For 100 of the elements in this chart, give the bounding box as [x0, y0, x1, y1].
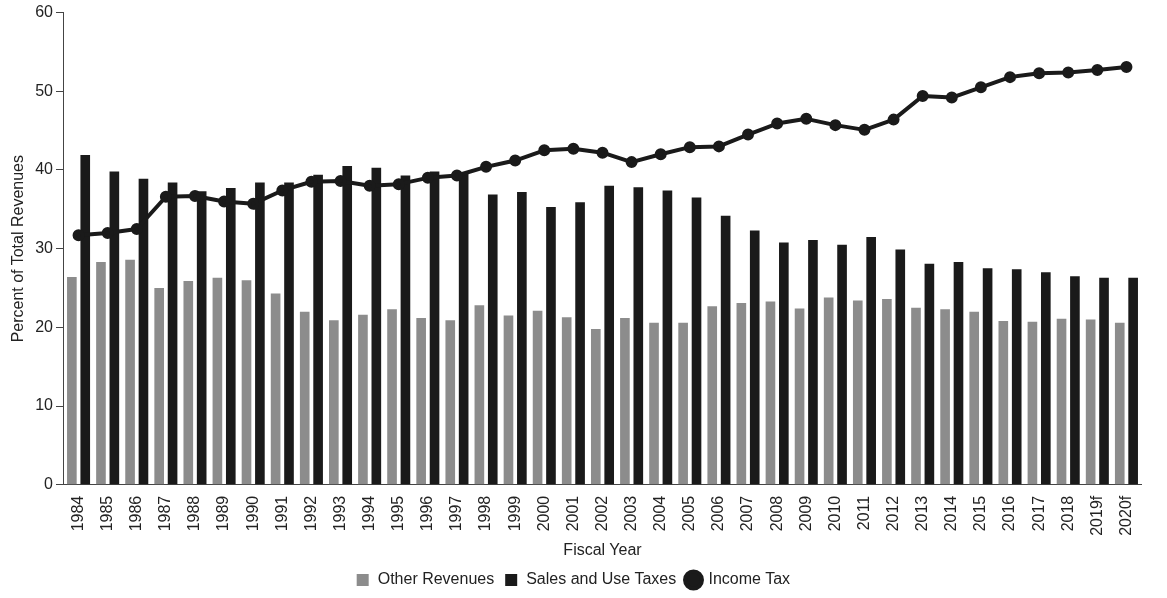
x-tick-label: 2009: [796, 495, 814, 532]
point: [567, 142, 580, 155]
x-tick-label: 2014: [942, 495, 960, 532]
y-tick-label: 50: [35, 81, 54, 99]
bar: [546, 206, 556, 485]
x-tick-label: 1990: [243, 495, 261, 532]
bar: [445, 320, 456, 485]
bar: [387, 309, 397, 485]
x-tick-label: 1998: [476, 495, 494, 532]
bar: [969, 311, 980, 485]
x-tick-label: 2001: [563, 495, 581, 532]
bar: [154, 288, 164, 485]
point: [712, 140, 725, 153]
point: [1004, 71, 1017, 84]
x-tick-label: 2008: [767, 495, 785, 532]
x-tick-label: 2017: [1029, 495, 1047, 532]
bar: [517, 192, 527, 485]
x-tick-label: 2011: [854, 495, 872, 531]
x-tick-label: 1997: [447, 495, 465, 532]
y-tick-label: 20: [35, 317, 54, 335]
bar: [1128, 277, 1138, 485]
x-tick-label: 1984: [68, 495, 86, 532]
legend-label: Sales and Use Taxes: [526, 570, 677, 588]
point: [683, 141, 696, 154]
x-tick-label: 1999: [505, 495, 523, 532]
x-tick-label: 2007: [738, 495, 756, 532]
bar: [561, 317, 572, 485]
point: [1033, 67, 1046, 80]
bar: [765, 301, 776, 485]
bar: [590, 328, 601, 485]
bar: [532, 310, 543, 485]
bar: [1085, 319, 1096, 485]
bar: [882, 299, 892, 485]
bar: [270, 293, 281, 485]
x-tick-label: 1989: [214, 495, 232, 532]
point: [974, 81, 987, 94]
y-tick-label: 10: [35, 396, 54, 414]
y-tick-label: 40: [35, 160, 54, 178]
bar: [982, 268, 993, 485]
point: [509, 154, 522, 167]
x-axis-title: Fiscal Year: [563, 540, 643, 558]
x-tick-label: 2019f: [1087, 495, 1105, 536]
bar: [736, 302, 747, 485]
bar: [1056, 318, 1067, 485]
point: [1091, 64, 1104, 77]
point: [829, 119, 842, 132]
bar: [1114, 322, 1125, 485]
bar: [633, 187, 644, 485]
bar: [808, 240, 818, 485]
x-tick-label: 1991: [272, 495, 290, 532]
bar: [866, 236, 876, 485]
x-tick-label: 2015: [971, 495, 989, 532]
x-tick-label: 1988: [185, 495, 203, 532]
bar: [67, 277, 77, 485]
point: [1062, 66, 1075, 79]
bar: [241, 280, 252, 485]
bar: [329, 320, 339, 485]
point: [771, 117, 784, 130]
x-tick-label: 1985: [98, 495, 116, 532]
bar: [924, 263, 935, 485]
y-tick-label: 60: [35, 3, 54, 21]
x-tick-label: 2005: [680, 495, 698, 532]
x-tick-label: 2010: [825, 495, 843, 532]
x-tick-label: 2006: [709, 495, 727, 532]
bar: [212, 277, 223, 485]
x-tick-label: 2016: [1000, 495, 1018, 532]
point: [625, 156, 638, 169]
bar: [604, 185, 615, 485]
x-tick-label: 1986: [127, 495, 145, 532]
bar: [720, 215, 731, 485]
bar: [707, 306, 718, 485]
bar: [1099, 277, 1109, 485]
bar: [1027, 321, 1038, 485]
bar: [125, 259, 135, 485]
bar: [678, 322, 688, 485]
bar: [474, 305, 485, 485]
point: [538, 144, 551, 157]
x-tick-label: 2002: [592, 495, 610, 532]
bar: [416, 317, 426, 485]
bar: [299, 311, 310, 485]
bar: [662, 190, 673, 485]
legend-label: Income Tax: [708, 570, 791, 588]
point: [916, 90, 929, 103]
bar: [953, 262, 964, 485]
bar: [1041, 272, 1051, 485]
bar: [749, 230, 760, 485]
point: [1120, 60, 1133, 73]
x-tick-label: 1994: [360, 495, 378, 532]
x-tick-label: 2004: [651, 495, 669, 532]
y-axis-title: Percent of Total Revenues: [9, 154, 27, 343]
point: [450, 169, 463, 182]
x-tick-label: 1995: [389, 495, 407, 532]
bar: [895, 249, 906, 485]
x-tick-label: 2018: [1058, 495, 1076, 532]
point: [887, 113, 900, 126]
bar: [649, 322, 659, 485]
bar: [691, 197, 702, 485]
x-tick-label: 1996: [418, 495, 436, 532]
y-tick-label: 30: [35, 239, 54, 257]
bar: [852, 300, 863, 485]
